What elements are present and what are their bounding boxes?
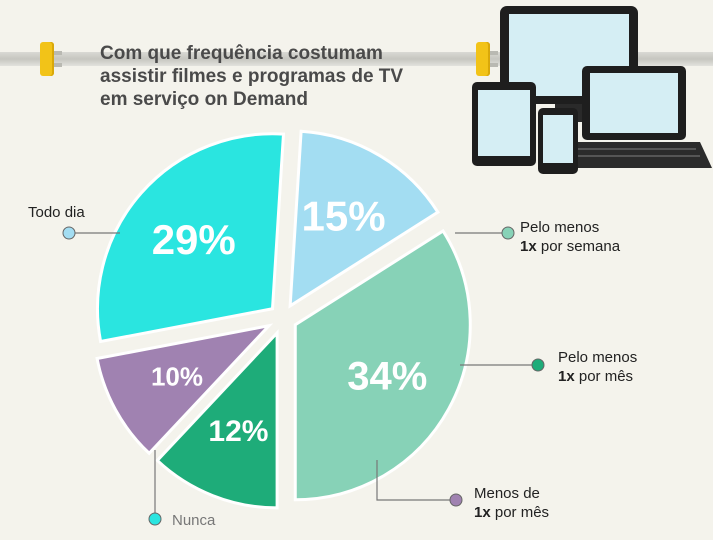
- title-line: Com que frequência costumam: [100, 43, 383, 64]
- pie-slice: [155, 329, 279, 510]
- label-line: Menos de: [474, 485, 540, 502]
- leader-dot: [148, 512, 162, 526]
- label-nunca: Nunca: [172, 512, 216, 529]
- label-rest: por semana: [536, 238, 621, 255]
- tablet-icon: [472, 82, 536, 166]
- label-pelo-menos-semana: Pelo menos 1x por semana: [520, 218, 620, 256]
- label-todo-dia: Todo dia: [28, 204, 85, 221]
- label-line: Pelo menos: [520, 219, 600, 236]
- label-menos-de-mes: Menos de 1x por mês: [474, 484, 549, 522]
- title-line: assistir filmes e programas de TV: [100, 66, 404, 87]
- pie-slice: [288, 129, 440, 309]
- title-line: em serviço on Demand: [100, 89, 309, 110]
- label-rest: por mês: [490, 504, 550, 521]
- label-bold: 1x: [558, 368, 575, 385]
- label-bold: 1x: [520, 238, 537, 255]
- leader-line: [376, 460, 452, 501]
- label-rest: por mês: [574, 368, 634, 385]
- chart-title: Com que frequência costumam assistir fil…: [100, 42, 460, 111]
- label-bold: 1x: [474, 504, 491, 521]
- phone-icon: [538, 108, 578, 174]
- leader-dot: [531, 358, 545, 372]
- slice-percent-label: 15%: [302, 192, 386, 239]
- slice-percent-label: 12%: [208, 415, 268, 448]
- slice-percent-label: 34%: [347, 354, 427, 398]
- plug-icon: [476, 42, 498, 76]
- slice-percent-label: 29%: [152, 216, 236, 263]
- plug-icon: [40, 42, 62, 76]
- laptop-icon: [556, 66, 712, 168]
- leader-dot: [501, 226, 515, 240]
- slice-percent-label: 10%: [151, 361, 203, 391]
- pie-slice: [95, 132, 286, 344]
- leader-dot: [449, 493, 463, 507]
- pie-slice: [95, 323, 274, 456]
- label-pelo-menos-mes: Pelo menos 1x por mês: [558, 348, 637, 386]
- label-line: Pelo menos: [558, 349, 638, 366]
- leader-dot: [62, 226, 76, 240]
- pie-slice: [293, 228, 472, 502]
